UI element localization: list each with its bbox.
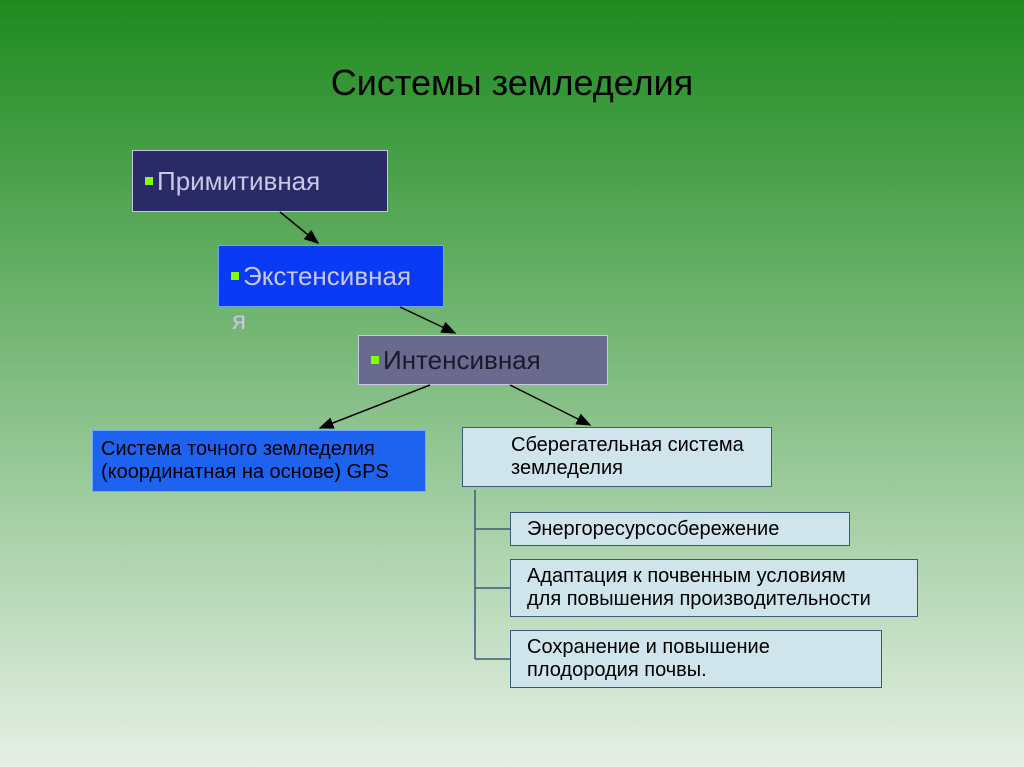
- diagram-stage: Системы земледелия Примитивная Экстенсив…: [0, 0, 1024, 767]
- extensive-overflow-text: я: [232, 305, 246, 335]
- bullet-icon: [371, 356, 379, 364]
- bullet-icon: [145, 177, 153, 185]
- box-extensive: Экстенсивная: [218, 245, 444, 307]
- box-saving-line2: земледелия: [471, 457, 623, 480]
- box-gps-line1: Система точного земледелия: [101, 438, 375, 461]
- title-text: Системы земледелия: [331, 62, 693, 103]
- bullet-icon: [231, 272, 239, 280]
- box-gps: Система точного земледелия (координатная…: [92, 430, 426, 492]
- box-adapt-line1: Адаптация к почвенным условиям: [519, 565, 846, 588]
- diagram-title: Системы земледелия: [0, 62, 1024, 104]
- box-soil: Сохранение и повышение плодородия почвы.: [510, 630, 882, 688]
- box-energy-label: Энергоресурсосбережение: [519, 518, 779, 541]
- box-soil-line1: Сохранение и повышение: [519, 636, 770, 659]
- box-extensive-label: Экстенсивная: [243, 261, 411, 292]
- box-energy: Энергоресурсосбережение: [510, 512, 850, 546]
- box-soil-line2: плодородия почвы.: [519, 659, 707, 682]
- box-primitive: Примитивная: [132, 150, 388, 212]
- box-extensive-overflow: я: [232, 305, 246, 336]
- box-saving-line1: Сберегательная система: [471, 434, 744, 457]
- box-primitive-label: Примитивная: [157, 166, 320, 197]
- box-saving-system: Сберегательная система земледелия: [462, 427, 772, 487]
- box-adapt-line2: для повышения производительности: [519, 588, 871, 611]
- box-intensive: Интенсивная: [358, 335, 608, 385]
- box-adapt: Адаптация к почвенным условиям для повыш…: [510, 559, 918, 617]
- bracket-group: [475, 490, 510, 659]
- box-gps-line2: (координатная на основе) GPS: [101, 461, 389, 484]
- box-intensive-label: Интенсивная: [383, 345, 541, 376]
